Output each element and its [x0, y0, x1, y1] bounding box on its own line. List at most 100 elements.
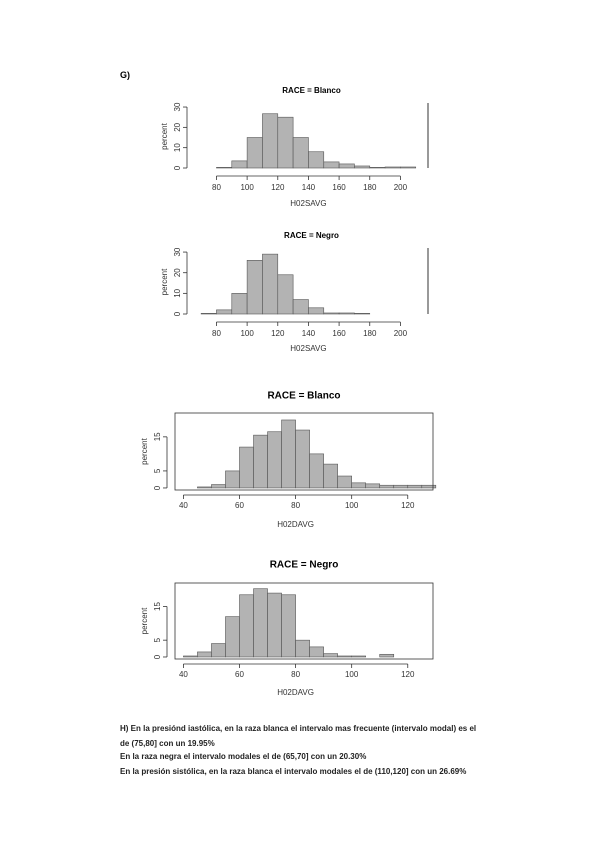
- bar: [231, 160, 248, 169]
- y-axis-label: percent: [160, 122, 169, 149]
- bar: [253, 588, 268, 658]
- note: En la raza negra el intervalo modales el…: [120, 752, 367, 761]
- x-axis-label: H02SAVG: [290, 344, 326, 353]
- y-tick-label: 0: [153, 654, 162, 659]
- bar: [323, 463, 338, 489]
- bar: [323, 312, 340, 315]
- x-tick-label: 180: [363, 329, 377, 338]
- x-tick-label: 100: [240, 329, 254, 338]
- x-tick-label: 60: [235, 501, 244, 510]
- note: H) En la presiónd iastólica, en la raza …: [120, 724, 477, 733]
- bar: [197, 651, 212, 658]
- bar: [216, 309, 233, 315]
- x-tick-label: 180: [363, 183, 377, 192]
- bar: [338, 312, 355, 315]
- bar: [216, 167, 233, 169]
- bar: [281, 594, 296, 658]
- bar: [384, 166, 401, 169]
- x-tick-label: 160: [332, 329, 346, 338]
- bar: [369, 167, 386, 169]
- bar: [200, 313, 217, 315]
- y-tick-label: 10: [173, 288, 182, 297]
- y-tick-label: 0: [153, 485, 162, 490]
- histogram-chart: RACE = Negro 80 100 120 140 160 180 200 0 10 20 30 H…: [160, 231, 429, 353]
- y-axis-label: percent: [160, 268, 169, 295]
- y-axis-label: percent: [140, 437, 149, 464]
- y-tick-label: 30: [173, 247, 182, 256]
- bar: [281, 419, 296, 489]
- bar: [309, 646, 324, 658]
- bar: [323, 653, 338, 658]
- x-tick-label: 100: [345, 670, 359, 679]
- y-tick-label: 0: [173, 165, 182, 170]
- x-tick-label: 80: [212, 329, 221, 338]
- bar: [231, 293, 248, 315]
- x-axis-label: H02DAVG: [277, 688, 314, 697]
- bar: [292, 299, 309, 315]
- y-tick-label: 10: [173, 143, 182, 152]
- bar: [351, 482, 366, 489]
- bar: [308, 307, 325, 315]
- bar: [225, 616, 240, 658]
- bar: [379, 653, 395, 658]
- histogram-chart: RACE = Negro 40 60 80 100 120 0 5 15 H02DAVG perce…: [140, 560, 434, 697]
- x-tick-label: 160: [332, 183, 346, 192]
- note: En la presión sistólica, en la raza blan…: [120, 767, 467, 776]
- x-tick-label: 80: [212, 183, 221, 192]
- bar: [277, 116, 294, 169]
- x-tick-label: 120: [271, 329, 285, 338]
- bar: [211, 484, 226, 489]
- x-tick-label: 200: [394, 183, 408, 192]
- bar: [267, 431, 282, 489]
- bar: [295, 429, 310, 489]
- bar: [246, 260, 263, 315]
- x-tick-label: 80: [291, 670, 300, 679]
- bar: [239, 594, 254, 658]
- y-tick-label: 0: [173, 311, 182, 316]
- histogram-chart: RACE = Blanco 80 100 120 140 160 180 200 0 10 20 30…: [160, 86, 429, 208]
- x-tick-label: 140: [302, 329, 316, 338]
- chart-title: RACE = Negro: [284, 231, 339, 240]
- x-tick-label: 120: [271, 183, 285, 192]
- bar: [338, 163, 355, 169]
- y-tick-label: 20: [173, 122, 182, 131]
- bar: [262, 253, 279, 315]
- x-tick-label: 100: [240, 183, 254, 192]
- x-axis-label: H02SAVG: [290, 199, 326, 208]
- bar: [295, 639, 310, 658]
- x-tick-label: 40: [179, 501, 188, 510]
- y-tick-label: 15: [153, 602, 162, 611]
- x-tick-label: 200: [394, 329, 408, 338]
- x-tick-label: 40: [179, 670, 188, 679]
- bar: [421, 484, 437, 489]
- bar: [211, 643, 226, 658]
- x-tick-label: 60: [235, 670, 244, 679]
- bar: [351, 655, 366, 658]
- y-tick-label: 30: [173, 102, 182, 111]
- bar: [400, 166, 417, 169]
- bar: [277, 274, 294, 315]
- chart-title: RACE = Blanco: [267, 391, 340, 402]
- x-tick-label: 100: [345, 501, 359, 510]
- bar: [309, 453, 324, 489]
- bar: [354, 313, 371, 315]
- bar: [407, 484, 423, 489]
- bar: [292, 137, 309, 169]
- bar: [262, 113, 279, 169]
- bar: [308, 151, 325, 169]
- chart-title: RACE = Blanco: [282, 86, 341, 95]
- x-axis-label: H02DAVG: [277, 520, 314, 529]
- bar: [337, 475, 352, 489]
- x-tick-label: 80: [291, 501, 300, 510]
- y-tick-label: 15: [153, 432, 162, 441]
- y-tick-label: 5: [153, 468, 162, 473]
- bar: [393, 484, 409, 489]
- x-tick-label: 140: [302, 183, 316, 192]
- chart-title: RACE = Negro: [270, 560, 339, 571]
- bar: [239, 446, 254, 489]
- section-label: G): [120, 70, 130, 80]
- bar: [323, 161, 340, 169]
- bar: [337, 655, 352, 658]
- bar: [253, 434, 268, 489]
